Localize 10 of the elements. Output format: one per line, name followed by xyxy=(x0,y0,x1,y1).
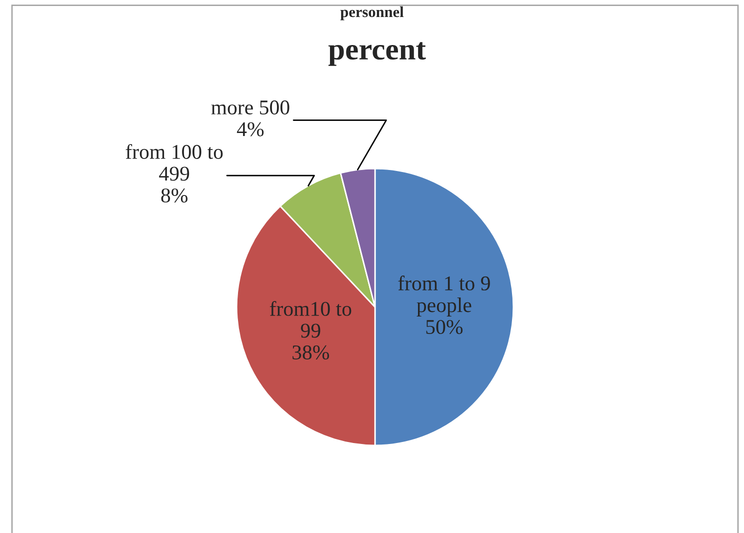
chart-title: personnel xyxy=(340,6,404,20)
slice-label: from 1 to 9 people xyxy=(398,276,490,316)
chart-subtitle: percent xyxy=(328,42,426,66)
slice-label: from10 to 99 xyxy=(270,301,352,338)
data-label: 8% xyxy=(161,188,188,203)
data-label: 50% xyxy=(426,320,463,334)
data-label: 4% xyxy=(236,122,264,136)
slice-label: from 100 to 499 xyxy=(126,144,223,181)
slice-label: more 500 xyxy=(211,100,290,114)
data-label: 38% xyxy=(292,345,330,360)
